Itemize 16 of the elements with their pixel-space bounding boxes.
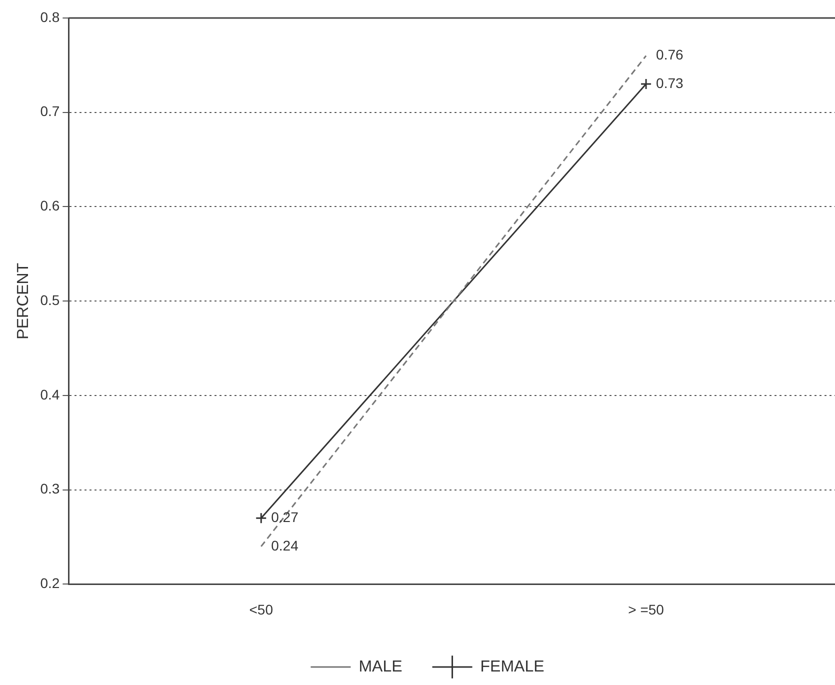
y-tick-label: 0.7 [40,103,60,120]
y-tick-label: 0.5 [40,292,60,308]
y-tick-label: 0.8 [40,8,60,25]
y-tick-label: 0.2 [40,575,60,592]
data-label: 0.24 [271,537,299,554]
data-label: 0.76 [656,46,684,63]
data-label: 0.73 [656,74,684,91]
y-axis-title: PERCENT [15,262,32,340]
y-tick-label: 0.3 [40,480,60,497]
x-tick-label: <50 [249,601,274,618]
legend-label: MALE [358,658,402,676]
x-tick-label: > =50 [628,601,664,618]
y-tick-label: 0.4 [40,386,60,402]
y-tick-label: 0.6 [40,198,60,214]
data-label: 0.27 [271,509,299,526]
legend-label: FEMALE [480,658,544,676]
